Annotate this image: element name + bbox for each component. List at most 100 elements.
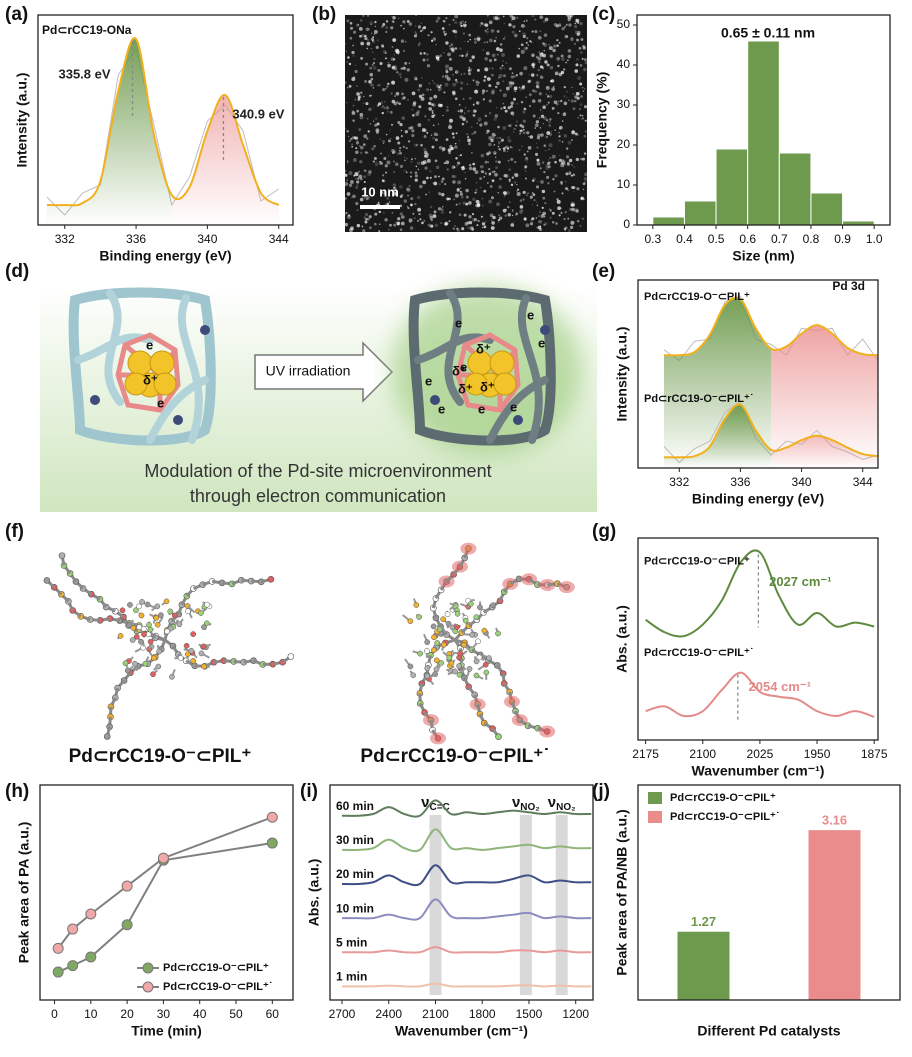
band (429, 815, 441, 995)
marker (53, 967, 63, 977)
y-axis-label: Peak area of PA (a.u.) (16, 822, 32, 964)
panel-label: (i) (300, 781, 318, 802)
line (58, 817, 272, 948)
line (342, 947, 591, 953)
x-tick-label: 1950 (804, 747, 831, 761)
y-tick-label: 30 (617, 97, 631, 111)
annotation: 340.9 eV (232, 106, 284, 121)
x-tick-label: 1875 (861, 747, 888, 761)
x-tick-label: 0.8 (803, 232, 820, 246)
x-tick-label: 0.6 (739, 232, 756, 246)
electron-label: e (538, 335, 545, 350)
marker (86, 952, 96, 962)
bar (678, 932, 730, 1000)
x-tick-label: 0.9 (834, 232, 851, 246)
series-label: 10 min (336, 901, 374, 915)
tem-image (344, 13, 588, 232)
bar (716, 149, 748, 225)
series-label: 5 min (336, 935, 367, 949)
x-tick-label: 1200 (562, 1007, 589, 1021)
series-label: 1 min (336, 970, 367, 984)
x-tick-label: 1.0 (866, 232, 883, 246)
x-tick-label: 340 (197, 232, 217, 246)
panel-label: (g) (592, 521, 616, 542)
charge-label: δ⁺ (143, 372, 158, 387)
x-axis-label: Binding energy (eV) (99, 248, 231, 264)
marker (53, 943, 63, 953)
line (342, 865, 591, 885)
marker (267, 838, 277, 848)
x-tick-label: 10 (84, 1007, 98, 1021)
structures (44, 543, 575, 745)
bar (684, 201, 716, 225)
band (556, 815, 568, 995)
x-tick-label: 332 (55, 232, 75, 246)
plot-frame (330, 785, 593, 1000)
bar (748, 41, 780, 225)
band-label: νNO₂ (548, 794, 576, 813)
panel-label: (d) (5, 261, 29, 282)
value-label: 1.27 (691, 914, 716, 929)
series-label: 20 min (336, 867, 374, 881)
panel-label: (h) (5, 781, 29, 802)
panel-label: (c) (592, 4, 615, 25)
bar (653, 217, 685, 225)
structure-label: Pd⊂rCC19-O⁻⊂PIL⁺˙ (360, 746, 549, 767)
y-tick-label: 40 (617, 57, 631, 71)
marker (68, 924, 78, 934)
x-tick-label: 40 (193, 1007, 207, 1021)
line (342, 984, 591, 987)
legend-swatch (648, 811, 662, 823)
x-axis-label: Different Pd catalysts (697, 1023, 840, 1039)
x-tick-label: 2175 (632, 747, 659, 761)
x-tick-label: 0.5 (708, 232, 725, 246)
marker (158, 853, 168, 863)
structure-label: Pd⊂rCC19-O⁻⊂PIL⁺ (69, 746, 252, 767)
x-axis-label: Binding energy (eV) (692, 491, 824, 507)
y-axis-label: Intensity (a.u.) (614, 327, 630, 422)
line (664, 298, 878, 356)
charge-label: δ⁺ (458, 381, 473, 396)
x-tick-label: 50 (229, 1007, 243, 1021)
x-tick-label: 0.3 (644, 232, 661, 246)
x-tick-label: 332 (669, 475, 689, 489)
y-tick-label: 10 (617, 177, 631, 191)
x-axis-label: Wavenumber (cm⁻¹) (395, 1023, 528, 1039)
series-label: Pd⊂rCC19-O⁻⊂PIL⁺ (644, 291, 750, 303)
bar (779, 153, 811, 225)
x-tick-label: 2100 (689, 747, 716, 761)
legend-marker (143, 982, 153, 992)
legend-marker (143, 963, 153, 973)
legend-label: Pd⊂rCC19-O⁻⊂PIL⁺ (163, 962, 269, 974)
y-axis-label: Peak area of PA/NB (a.u.) (614, 809, 630, 975)
x-tick-label: 0 (51, 1007, 58, 1021)
x-tick-label: 2100 (422, 1007, 449, 1021)
annotation: 2027 cm⁻¹ (769, 574, 832, 589)
x-tick-label: 0.4 (676, 232, 693, 246)
y-axis-label: Frequency (%) (594, 72, 610, 168)
marker (122, 920, 132, 930)
panel-label: (b) (312, 4, 336, 25)
series-label: Pd⊂rCC19-O⁻⊂PIL⁺˙ (644, 647, 754, 659)
band-subscript: NO₂ (556, 802, 575, 813)
x-tick-label: 20 (120, 1007, 134, 1021)
y-tick-label: 20 (617, 137, 631, 151)
legend-swatch (648, 792, 662, 804)
electron-label: e (527, 307, 534, 322)
x-tick-label: 2025 (747, 747, 774, 761)
panel-label: (e) (592, 261, 615, 282)
charge-label: δ⁺ (480, 379, 495, 394)
charge-label: δ⁺ (452, 363, 467, 378)
annotation: 2054 cm⁻¹ (749, 679, 812, 694)
line (342, 829, 591, 851)
legend-label: Pd⊂rCC19-O⁻⊂PIL⁺˙ (670, 811, 780, 823)
y-axis-label: Abs. (a.u.) (614, 605, 630, 673)
line (342, 899, 591, 919)
y-tick-label: 0 (623, 217, 630, 231)
charge-label: δ⁺ (476, 341, 491, 356)
y-axis-label: Abs. (a.u.) (306, 859, 322, 927)
note: Pd⊂rCC19-ONa (42, 23, 132, 37)
annotation: 335.8 eV (58, 66, 110, 81)
legend-label: Pd⊂rCC19-O⁻⊂PIL⁺ (670, 792, 776, 804)
